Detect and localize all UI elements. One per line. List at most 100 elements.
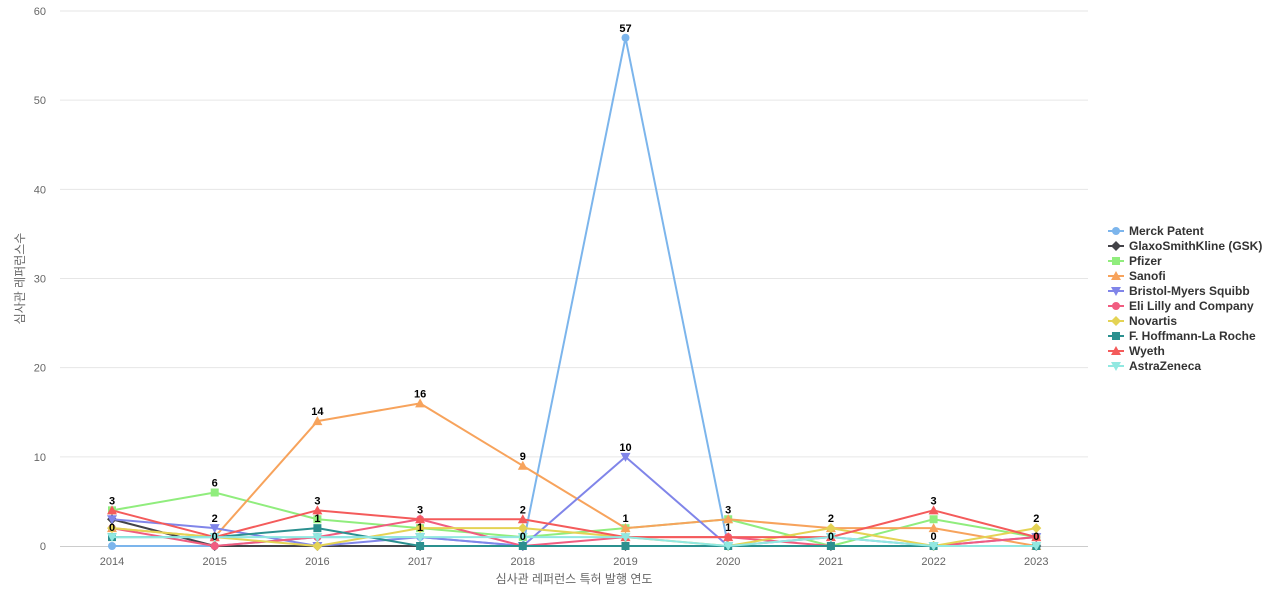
- series: [107, 33, 1042, 551]
- series-line[interactable]: [112, 527, 1037, 547]
- data-point[interactable]: [1031, 523, 1042, 534]
- x-tick-label: 2021: [819, 556, 843, 568]
- y-axis-title: 심사관 레퍼런스수: [13, 233, 27, 325]
- legend-marker[interactable]: [1112, 227, 1120, 235]
- legend-item[interactable]: Sanofi: [1108, 269, 1166, 283]
- x-tick-label: 2017: [408, 556, 432, 568]
- x-tick-label: 2020: [716, 556, 740, 568]
- y-tick-label: 20: [34, 363, 46, 375]
- data-point[interactable]: [620, 523, 631, 533]
- data-point[interactable]: [825, 533, 836, 543]
- series-line[interactable]: [112, 36, 1037, 547]
- data-label: 0: [520, 531, 526, 543]
- series-line[interactable]: [111, 509, 1037, 539]
- data-point[interactable]: [415, 514, 426, 524]
- legend-marker[interactable]: [1112, 332, 1120, 340]
- y-tick-label: 0: [40, 541, 46, 553]
- legend-item[interactable]: Wyeth: [1108, 344, 1165, 358]
- series-line[interactable]: [111, 402, 1037, 547]
- data-label: 3: [725, 504, 731, 516]
- legend-marker[interactable]: [1111, 362, 1121, 371]
- legend-marker[interactable]: [1111, 346, 1121, 355]
- legend-item[interactable]: Pfizer: [1108, 254, 1162, 268]
- data-point[interactable]: [929, 515, 938, 524]
- data-point[interactable]: [928, 542, 939, 551]
- legend-marker[interactable]: [1111, 271, 1121, 280]
- data-point[interactable]: [723, 514, 734, 524]
- data-point[interactable]: [517, 514, 528, 524]
- data-label: 9: [520, 451, 526, 463]
- legend-item[interactable]: GlaxoSmithKline (GSK): [1108, 239, 1262, 253]
- data-point[interactable]: [415, 533, 426, 543]
- data-point[interactable]: [1031, 532, 1042, 542]
- data-point[interactable]: [621, 542, 630, 550]
- data-point[interactable]: [517, 523, 528, 534]
- legend-label: AstraZeneca: [1129, 359, 1201, 373]
- data-point[interactable]: [517, 460, 528, 470]
- data-point[interactable]: [1031, 542, 1042, 551]
- data-point[interactable]: [620, 533, 631, 543]
- y-tick-label: 60: [34, 6, 46, 18]
- legend-item[interactable]: Merck Patent: [1108, 224, 1204, 238]
- data-point[interactable]: [825, 523, 836, 534]
- y-tick-label: 40: [34, 184, 46, 196]
- data-point[interactable]: [621, 33, 630, 42]
- legend-marker[interactable]: [1111, 316, 1121, 326]
- data-point[interactable]: [209, 524, 220, 534]
- data-label: 1: [417, 522, 423, 534]
- data-point[interactable]: [107, 533, 117, 543]
- data-point[interactable]: [312, 541, 323, 551]
- y-tick-label: 50: [34, 95, 46, 107]
- legend-marker[interactable]: [1111, 241, 1121, 251]
- data-point[interactable]: [928, 523, 939, 533]
- legend-marker[interactable]: [1112, 302, 1120, 310]
- data-point[interactable]: [517, 533, 528, 543]
- data-point[interactable]: [312, 533, 323, 543]
- legend-marker[interactable]: [1111, 287, 1121, 296]
- x-tick-label: 2019: [613, 556, 637, 568]
- data-label: 10: [619, 442, 631, 454]
- data-point[interactable]: [108, 542, 116, 550]
- data-point[interactable]: [107, 505, 117, 515]
- data-label: 2: [828, 513, 834, 525]
- data-point[interactable]: [415, 523, 426, 534]
- legend-label: Pfizer: [1129, 254, 1162, 268]
- data-label: 3: [931, 495, 937, 507]
- series-line[interactable]: [111, 527, 1037, 547]
- data-label: 16: [414, 388, 426, 400]
- data-point[interactable]: [209, 533, 220, 543]
- data-point[interactable]: [312, 505, 323, 515]
- data-point[interactable]: [312, 416, 323, 426]
- data-point[interactable]: [415, 398, 426, 408]
- data-point[interactable]: [826, 542, 835, 550]
- legend-item[interactable]: Bristol-Myers Squibb: [1108, 284, 1250, 298]
- legend-item[interactable]: Novartis: [1108, 314, 1177, 328]
- data-point[interactable]: [723, 532, 734, 542]
- legend-item[interactable]: Eli Lilly and Company: [1108, 299, 1254, 313]
- x-tick-label: 2023: [1024, 556, 1048, 568]
- data-point[interactable]: [518, 542, 527, 550]
- data-label: 2: [520, 504, 526, 516]
- data-label: 2: [1033, 513, 1039, 525]
- legend-item[interactable]: F. Hoffmann-La Roche: [1108, 329, 1256, 343]
- data-point[interactable]: [107, 515, 117, 525]
- data-point[interactable]: [620, 452, 631, 462]
- data-point[interactable]: [107, 523, 117, 534]
- legend-label: Bristol-Myers Squibb: [1129, 284, 1250, 298]
- data-label: 3: [109, 495, 115, 507]
- data-point[interactable]: [313, 515, 322, 524]
- data-point[interactable]: [313, 524, 322, 533]
- x-tick-label: 2018: [511, 556, 535, 568]
- data-point[interactable]: [928, 505, 939, 515]
- series-line[interactable]: [112, 536, 1037, 547]
- data-point[interactable]: [416, 542, 425, 550]
- data-label: 0: [212, 531, 218, 543]
- legend-marker[interactable]: [1112, 257, 1120, 265]
- legend-label: Eli Lilly and Company: [1129, 299, 1254, 313]
- data-point[interactable]: [210, 542, 219, 550]
- legend-item[interactable]: AstraZeneca: [1108, 359, 1201, 373]
- data-point[interactable]: [210, 488, 219, 497]
- data-point[interactable]: [723, 542, 734, 551]
